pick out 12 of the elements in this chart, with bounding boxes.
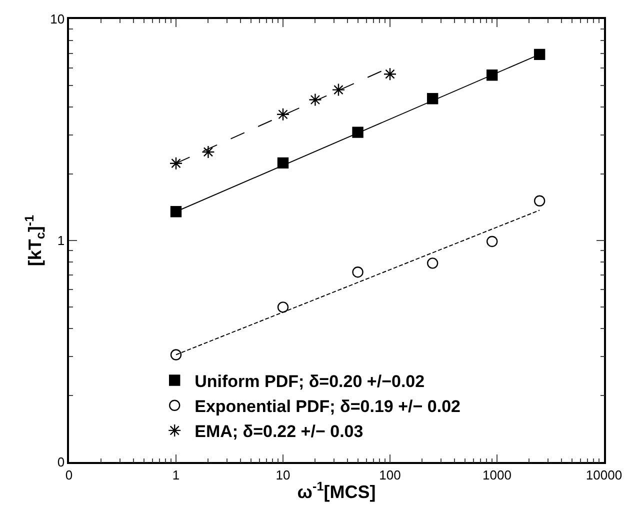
legend-label: EMA; δ=0.22 +/− 0.03 xyxy=(194,422,364,442)
x-tick-label: 10 xyxy=(276,467,290,482)
y-tick-label: 0 xyxy=(57,454,65,470)
y-tick-label: 1 xyxy=(57,233,65,248)
x-tick-label: 1 xyxy=(172,467,180,482)
y-tick-label: 10 xyxy=(50,12,65,27)
legend-label: Exponential PDF; δ=0.19 +/− 0.02 xyxy=(194,396,460,416)
x-tick-label: 100 xyxy=(379,467,401,482)
x-axis-title: ω$^{-1}$[MCS] xyxy=(297,479,376,502)
x-tick-label: 1000 xyxy=(482,467,512,482)
x-tick-label: 10000 xyxy=(586,467,622,482)
legend-label: Uniform PDF; δ=0.20 +/−0.02 xyxy=(194,372,425,391)
